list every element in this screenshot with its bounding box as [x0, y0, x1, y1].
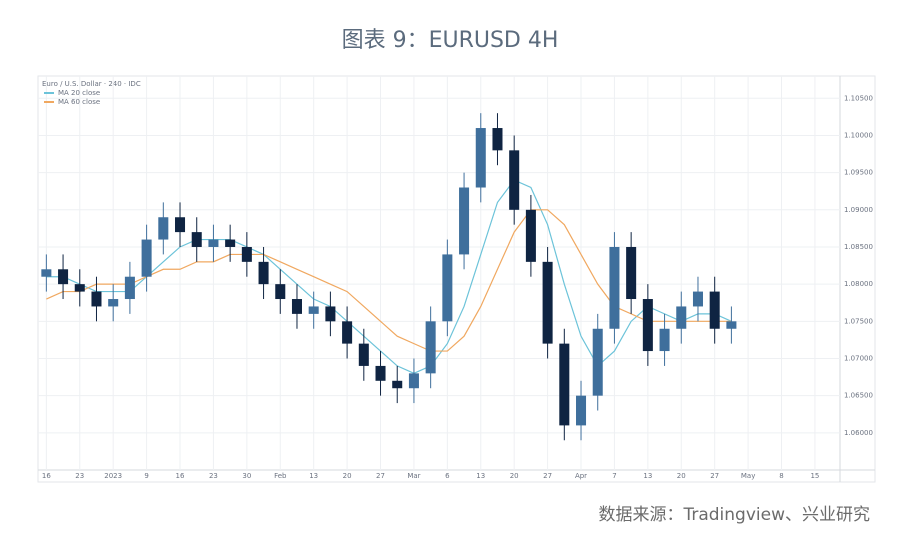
x-tick-label: 6 — [445, 472, 450, 480]
y-tick-label: 1.10000 — [844, 131, 873, 139]
x-tick-label: 7 — [612, 472, 616, 480]
candle-body — [442, 254, 453, 322]
candle-body — [509, 150, 520, 210]
candle-body — [408, 373, 419, 389]
x-tick-label: 27 — [710, 472, 719, 480]
candle-body — [475, 128, 486, 188]
candle-body — [175, 217, 186, 233]
x-tick-label: 20 — [677, 472, 686, 480]
candle-body — [692, 291, 703, 307]
x-tick-label: 2023 — [104, 472, 122, 480]
candle-body — [191, 232, 202, 247]
candle-body — [91, 291, 102, 307]
y-tick-label: 1.06000 — [844, 429, 873, 437]
x-tick-label: 9 — [144, 472, 148, 480]
candle-body — [676, 306, 687, 329]
candle-body — [525, 209, 536, 262]
y-tick-label: 1.08000 — [844, 280, 873, 288]
candle-body — [291, 299, 302, 314]
x-tick-label: 13 — [643, 472, 652, 480]
candle-body — [609, 246, 620, 329]
candle-body — [642, 299, 653, 352]
ma-line — [46, 179, 732, 375]
legend-label: MA 60 close — [58, 98, 100, 106]
candle-body — [208, 239, 219, 247]
candle-body — [392, 380, 403, 389]
x-tick-label: 20 — [510, 472, 519, 480]
x-tick-label: 16 — [42, 472, 51, 480]
x-tick-label: 13 — [309, 472, 318, 480]
x-tick-label: 27 — [543, 472, 552, 480]
candle-body — [559, 343, 570, 426]
x-tick-label: Mar — [407, 472, 420, 480]
x-tick-label: 13 — [476, 472, 485, 480]
candle-body — [225, 239, 236, 247]
y-tick-label: 1.07000 — [844, 354, 873, 362]
x-tick-label: 15 — [810, 472, 819, 480]
y-tick-label: 1.08500 — [844, 243, 873, 251]
candle-body — [626, 246, 637, 300]
candle-body — [358, 343, 369, 366]
candle-body — [576, 395, 587, 426]
candle-body — [542, 261, 553, 344]
y-tick-label: 1.10500 — [844, 94, 873, 102]
candle-body — [709, 291, 720, 329]
y-tick-label: 1.09000 — [844, 206, 873, 214]
x-tick-label: May — [741, 472, 755, 480]
chart-title: 图表 9：EURUSD 4H — [342, 28, 559, 53]
candle-body — [325, 306, 336, 322]
x-tick-label: 20 — [343, 472, 352, 480]
source-note: 数据来源：Tradingview、兴业研究 — [598, 505, 870, 525]
candle-body — [375, 365, 386, 381]
x-tick-label: 8 — [779, 472, 783, 480]
candle-body — [308, 306, 319, 314]
candle-body — [74, 284, 85, 292]
y-tick-label: 1.09500 — [844, 169, 873, 177]
candle-body — [659, 328, 670, 352]
x-tick-label: Feb — [274, 472, 287, 480]
candle-body — [275, 284, 286, 300]
x-tick-label: 27 — [376, 472, 385, 480]
candle-body — [492, 128, 503, 151]
candle-body — [258, 261, 269, 285]
y-tick-label: 1.06500 — [844, 392, 873, 400]
x-tick-label: Apr — [575, 472, 587, 480]
candle-body — [459, 187, 470, 255]
candle-body — [41, 269, 52, 277]
symbol-label: Euro / U.S. Dollar · 240 · IDC — [42, 80, 141, 88]
candle-body — [425, 321, 436, 374]
chart-frame — [37, 75, 876, 483]
candle-body — [58, 269, 69, 285]
x-tick-label: 30 — [242, 472, 251, 480]
candle-body — [241, 246, 252, 262]
candle-body — [141, 239, 152, 277]
candle-body — [124, 276, 135, 300]
x-tick-label: 23 — [209, 472, 218, 480]
x-tick-label: 16 — [176, 472, 185, 480]
y-tick-label: 1.07500 — [844, 317, 873, 325]
x-tick-label: 23 — [75, 472, 84, 480]
candle-body — [342, 321, 353, 344]
candle-body — [592, 328, 603, 396]
candle-body — [108, 299, 119, 307]
candle-body — [726, 321, 737, 329]
candle-body — [158, 217, 169, 240]
legend-label: MA 20 close — [58, 89, 100, 97]
